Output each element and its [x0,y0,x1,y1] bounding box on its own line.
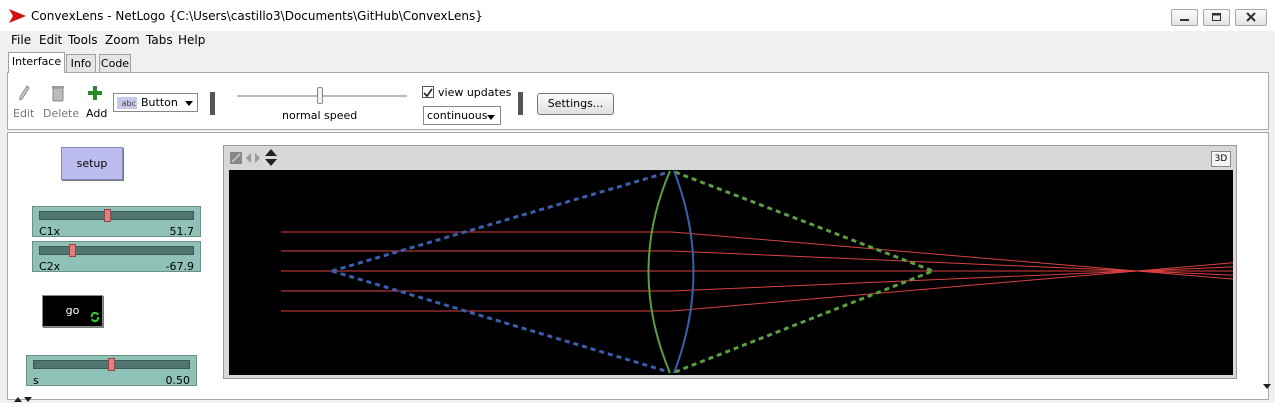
right-cone-top-edge [674,170,934,273]
interface-toolbar: Edit Delete Add abc Button normal speed … [7,72,1269,130]
slider-track[interactable] [39,211,194,220]
3d-view-button[interactable]: 3D [1211,151,1231,167]
scroll-down-icon[interactable] [1263,384,1271,390]
slider-thumb[interactable] [69,244,76,257]
resize-view-icon[interactable] [230,152,242,164]
left-cone-bottom-edge [331,269,670,374]
light-rays [281,231,1233,312]
add-label[interactable]: Add [86,107,108,120]
edit-label[interactable]: Edit [13,107,35,120]
left-cone-top-edge [331,170,670,273]
slider-name: C1x [39,225,61,238]
title-bar: ConvexLens - NetLogo {C:\Users\castillo3… [0,0,1275,32]
button-widget-icon: abc [117,97,137,109]
resize-horizontal-icon[interactable] [246,152,260,164]
window-title: ConvexLens - NetLogo {C:\Users\castillo3… [31,9,483,23]
slider-c2x[interactable]: C2x -67.9 [32,241,201,273]
plus-icon[interactable] [88,86,102,100]
resize-vertical-icon[interactable] [264,149,278,166]
toolbar-separator [210,92,215,115]
speed-slider-thumb[interactable] [317,87,323,104]
menu-zoom[interactable]: Zoom [105,33,140,47]
settings-button[interactable]: Settings... [537,93,614,115]
world-canvas[interactable] [229,170,1233,375]
slider-thumb[interactable] [104,209,111,222]
light-ray [281,262,1233,312]
view-updates-checkbox[interactable] [422,86,434,98]
slider-thumb[interactable] [108,358,115,371]
slider-name: C2x [39,260,61,273]
slider-value: -67.9 [165,260,194,273]
tab-interface[interactable]: Interface [8,52,65,73]
view-updates-label: view updates [438,86,512,99]
slider-name: s [33,374,39,387]
lens-right-surface [673,170,695,374]
view-toolbar: 3D [224,146,1236,170]
go-button[interactable]: go [42,295,103,327]
go-label: go [65,304,80,317]
minimize-icon [1180,19,1189,21]
menu-bar: File Edit Tools Zoom Tabs Help [0,31,1275,49]
update-mode-select[interactable]: continuous [423,106,501,125]
widget-type-value: Button [141,96,178,109]
speed-label: normal speed [282,109,358,122]
right-cone-bottom-edge [674,269,934,374]
delete-label[interactable]: Delete [43,107,80,120]
pencil-icon[interactable] [18,85,30,102]
slider-s[interactable]: s 0.50 [26,355,197,387]
menu-tools[interactable]: Tools [68,33,98,47]
close-icon [1246,12,1256,22]
slider-c1x[interactable]: C1x 51.7 [32,206,201,238]
tab-info[interactable]: Info [66,54,96,72]
trash-icon[interactable] [52,85,64,102]
minimize-button[interactable] [1171,9,1198,26]
chevron-down-icon [487,115,495,120]
forever-loop-icon [90,312,100,322]
slider-track[interactable] [39,246,194,255]
close-button[interactable] [1235,9,1267,26]
interface-canvas: setup C1x 51.7 C2x -67.9 go s 0.50 [7,132,1269,400]
light-ray [281,250,1233,276]
lens-left-surface [647,170,671,374]
slider-value: 0.50 [165,374,191,387]
maximize-button[interactable] [1203,9,1230,26]
toolbar-separator [518,92,523,115]
resize-handle-icon[interactable] [14,396,32,403]
maximize-icon [1212,13,1221,21]
slider-value: 51.7 [169,225,195,238]
netlogo-logo-icon [9,9,26,23]
update-mode-value: continuous [427,109,488,122]
setup-button[interactable]: setup [61,147,123,180]
menu-file[interactable]: File [11,33,32,47]
widget-type-select[interactable]: abc Button [113,93,198,112]
menu-edit[interactable]: Edit [39,33,63,47]
light-ray [281,266,1233,292]
world-background [229,170,1233,375]
light-ray [281,231,1233,280]
menu-tabs[interactable]: Tabs [146,33,173,47]
chevron-down-icon [185,101,193,106]
checkmark-icon [423,88,433,98]
tab-code[interactable]: Code [99,54,131,72]
menu-help[interactable]: Help [178,33,206,47]
world-view: 3D [223,145,1237,379]
